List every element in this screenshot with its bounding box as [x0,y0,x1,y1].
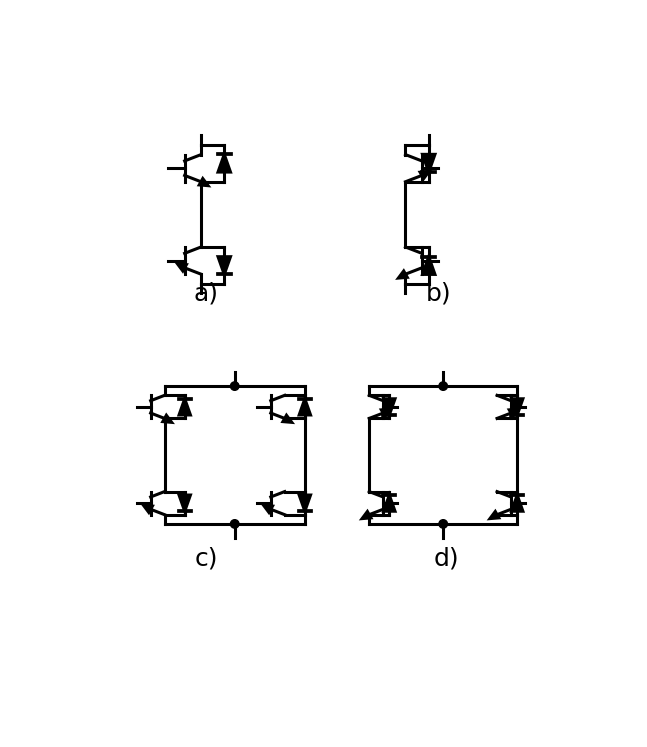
Polygon shape [218,257,230,274]
Circle shape [230,382,239,391]
Circle shape [230,520,239,528]
Polygon shape [512,495,523,511]
Polygon shape [283,415,292,422]
Text: b): b) [426,282,452,306]
Polygon shape [381,409,390,416]
Polygon shape [177,264,186,271]
Polygon shape [263,506,272,512]
Polygon shape [199,179,208,186]
Polygon shape [512,399,523,415]
Polygon shape [362,512,371,518]
Polygon shape [144,506,153,512]
Polygon shape [422,155,435,172]
Polygon shape [420,172,429,179]
Text: a): a) [194,282,219,306]
Polygon shape [299,495,311,511]
Polygon shape [163,415,171,422]
Circle shape [439,520,448,528]
Polygon shape [179,495,190,511]
Polygon shape [399,271,407,278]
Polygon shape [299,399,311,415]
Circle shape [439,382,448,391]
Text: c): c) [195,547,218,571]
Polygon shape [422,257,435,274]
Polygon shape [490,512,499,518]
Text: d): d) [434,547,459,571]
Polygon shape [384,495,395,511]
Polygon shape [218,155,230,172]
Polygon shape [509,409,518,416]
Polygon shape [179,399,190,415]
Polygon shape [384,399,395,415]
